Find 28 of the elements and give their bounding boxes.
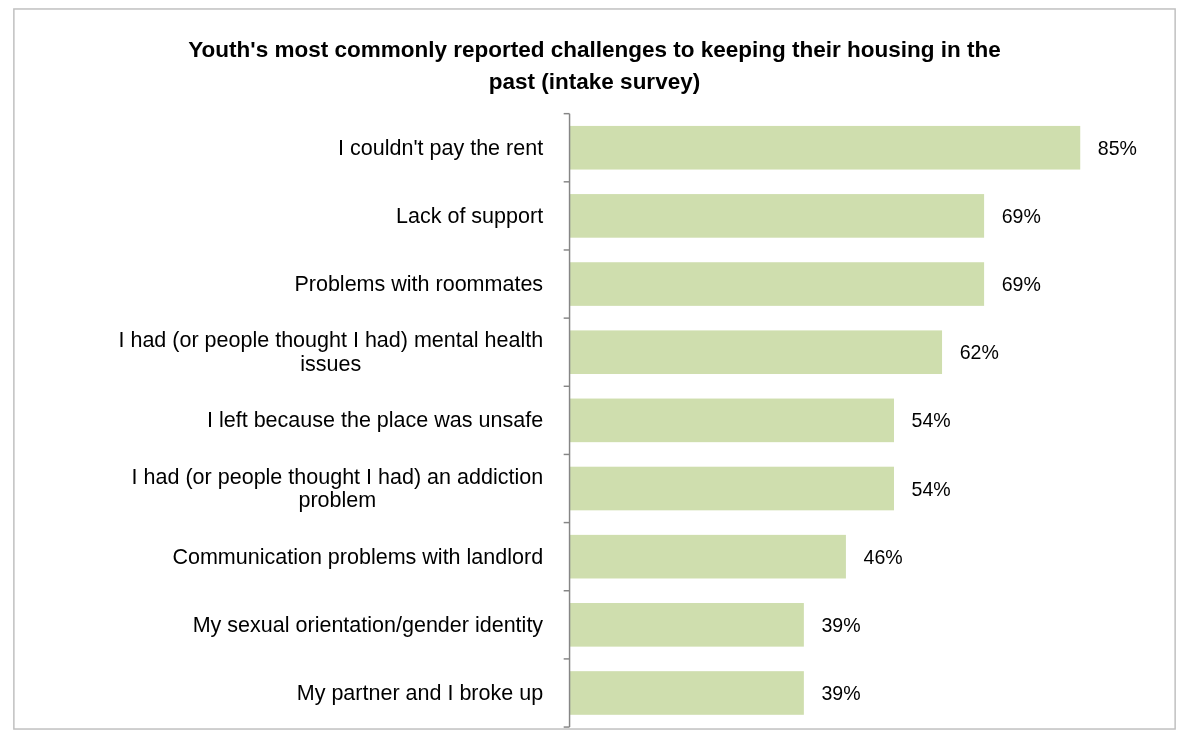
bar (569, 671, 804, 715)
data-label: 85% (1097, 136, 1137, 159)
y-tick-label: My partner and I broke up (296, 680, 544, 705)
bar (569, 262, 985, 306)
data-label: 54% (911, 477, 951, 500)
data-label: 54% (911, 409, 951, 432)
data-label: 39% (821, 613, 861, 636)
data-label: 69% (1001, 273, 1041, 296)
bar (569, 125, 1081, 170)
y-tick-label: My sexual orientation/gender identity (192, 612, 544, 637)
y-tick-label: Communication problems with landlord (172, 544, 544, 569)
y-tick-label: Lack of support (396, 203, 544, 228)
data-label: 39% (821, 681, 861, 704)
data-label: 69% (1001, 204, 1041, 227)
bar (569, 534, 846, 579)
y-tick-label: I had (or people thought I had) mental health issues (118, 328, 544, 376)
bar (569, 603, 804, 647)
bar (569, 194, 985, 238)
bar (569, 466, 894, 511)
y-tick-label: I left because the place was unsafe (207, 408, 544, 433)
y-tick-label: I had (or people thought I had) an addiction problem (131, 464, 544, 513)
chart-title: Youth's most commonly reported challenges to keeping their housing in the past (intake survey) (188, 36, 1001, 95)
bar (569, 398, 894, 443)
data-label: 46% (863, 545, 903, 568)
y-tick-label: Problems with roommates (294, 272, 544, 297)
bar (569, 330, 943, 375)
y-tick-label: I couldn't pay the rent (338, 135, 544, 160)
data-label: 62% (959, 341, 999, 364)
